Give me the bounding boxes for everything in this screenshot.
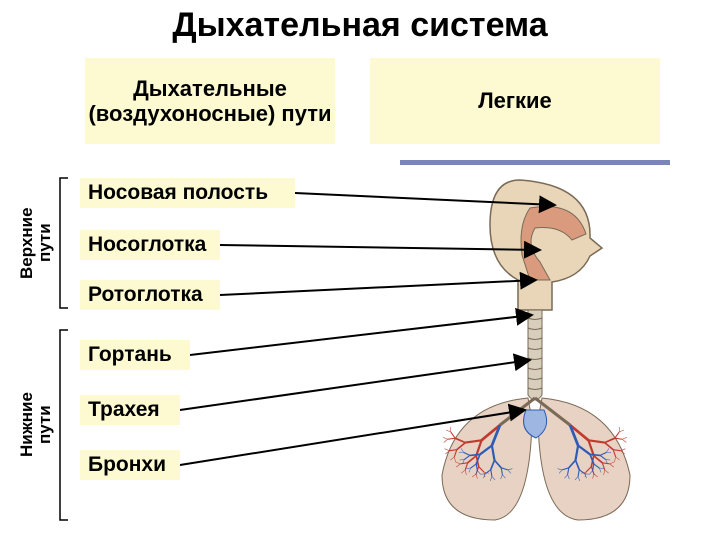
anatomy-label-nasopharynx: Носоглотка [80, 230, 220, 260]
bracket-lower [60, 330, 68, 520]
arrow-oropharynx [220, 280, 536, 295]
anatomy-illustration [442, 180, 630, 520]
group-label-lower: Нижниепути [18, 330, 54, 520]
right-header-underline [400, 160, 670, 165]
header-box-right: Легкие [370, 58, 660, 144]
arrow-trachea [180, 360, 530, 410]
bracket-upper [60, 178, 68, 308]
arrow-larynx [190, 315, 532, 355]
arrow-nasal [295, 193, 555, 205]
anatomy-label-trachea: Трахея [80, 395, 180, 425]
anatomy-label-larynx: Гортань [80, 340, 190, 370]
arrow-bronchi [180, 410, 525, 465]
group-label-upper: Верхниепути [18, 178, 54, 308]
page-title: Дыхательная система [0, 6, 720, 45]
anatomy-label-bronchi: Бронхи [80, 450, 180, 480]
anatomy-label-oropharynx: Ротоглотка [80, 280, 220, 310]
anatomy-label-nasal: Носовая полость [80, 178, 295, 208]
arrow-nasopharynx [220, 245, 540, 250]
header-box-left: Дыхательные (воздухоносные) пути [85, 58, 335, 144]
